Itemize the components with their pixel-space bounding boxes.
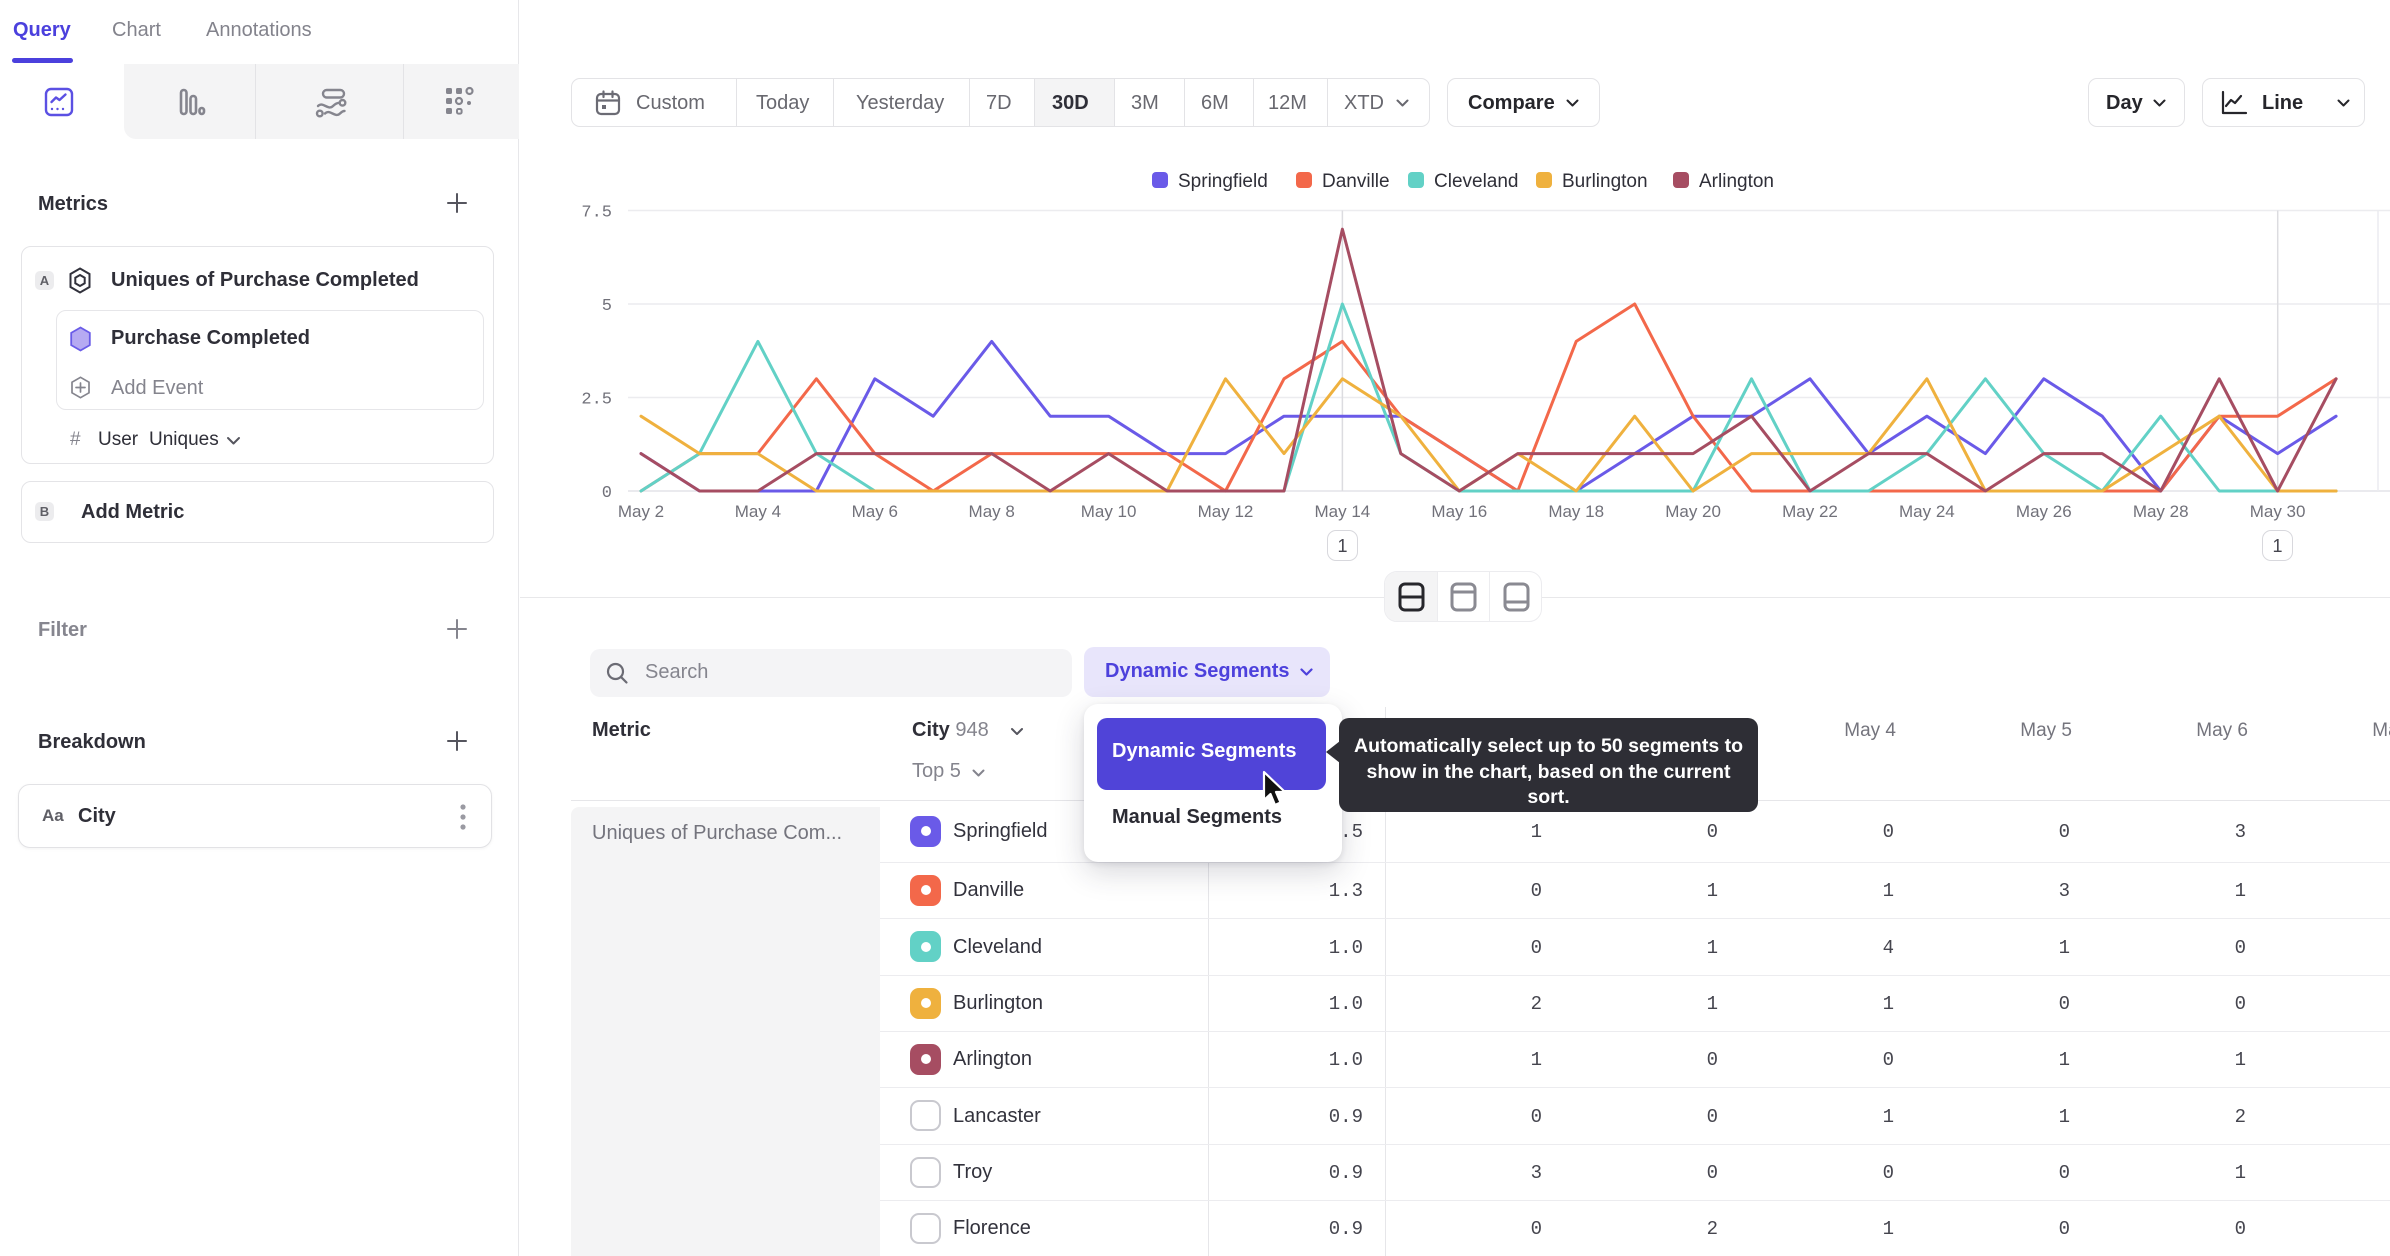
svg-text:7.5: 7.5 <box>581 204 612 223</box>
svg-text:5: 5 <box>602 297 612 316</box>
svg-text:0: 0 <box>602 484 612 503</box>
svg-text:2.5: 2.5 <box>581 391 612 410</box>
